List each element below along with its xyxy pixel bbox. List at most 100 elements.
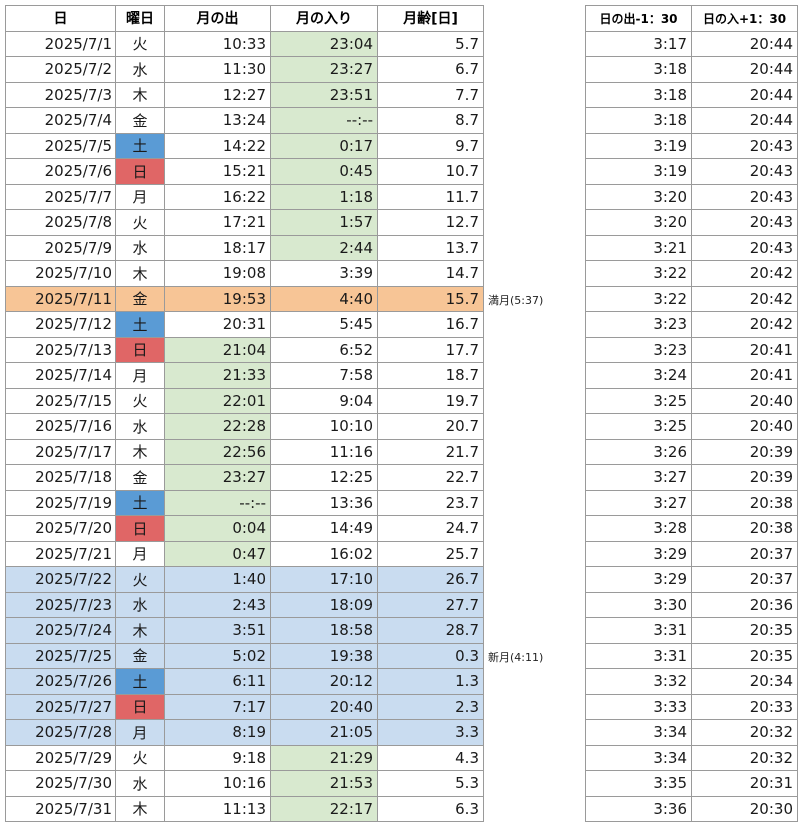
moonset-cell[interactable]: 7:58 xyxy=(270,362,378,389)
moonrise-cell[interactable]: --:-- xyxy=(164,489,271,516)
moonrise-cell[interactable]: 5:02 xyxy=(164,642,271,669)
sunrise-cell[interactable]: 3:27 xyxy=(585,464,692,491)
moonset-cell[interactable]: 18:09 xyxy=(270,591,378,618)
sunrise-cell[interactable]: 3:22 xyxy=(585,285,692,312)
moonset-cell[interactable]: 10:10 xyxy=(270,413,378,440)
moon-age-cell[interactable]: 2.3 xyxy=(377,693,484,720)
moonset-cell[interactable]: 23:51 xyxy=(270,81,378,108)
moonrise-cell[interactable]: 20:31 xyxy=(164,311,271,338)
moonrise-cell[interactable]: 0:04 xyxy=(164,515,271,542)
moonset-cell[interactable]: 11:16 xyxy=(270,438,378,465)
sunrise-cell[interactable]: 3:31 xyxy=(585,617,692,644)
date-cell[interactable]: 2025/7/15 xyxy=(5,387,116,414)
sunset-cell[interactable]: 20:39 xyxy=(691,438,798,465)
moon-age-cell[interactable]: 27.7 xyxy=(377,591,484,618)
sunset-cell[interactable]: 20:44 xyxy=(691,81,798,108)
moonrise-cell[interactable]: 21:33 xyxy=(164,362,271,389)
sunset-cell[interactable]: 20:44 xyxy=(691,56,798,83)
sunset-cell[interactable]: 20:43 xyxy=(691,209,798,236)
moonrise-cell[interactable]: 22:01 xyxy=(164,387,271,414)
sunrise-cell[interactable]: 3:34 xyxy=(585,744,692,771)
sunset-cell[interactable]: 20:36 xyxy=(691,591,798,618)
date-cell[interactable]: 2025/7/23 xyxy=(5,591,116,618)
moon-age-cell[interactable]: 21.7 xyxy=(377,438,484,465)
weekday-cell[interactable]: 木 xyxy=(115,81,165,108)
weekday-cell[interactable]: 月 xyxy=(115,540,165,567)
sunset-cell[interactable]: 20:35 xyxy=(691,617,798,644)
moonset-cell[interactable]: 0:17 xyxy=(270,132,378,159)
sunrise-cell[interactable]: 3:25 xyxy=(585,413,692,440)
date-cell[interactable]: 2025/7/29 xyxy=(5,744,116,771)
weekday-cell[interactable]: 水 xyxy=(115,591,165,618)
moon-age-cell[interactable]: 25.7 xyxy=(377,540,484,567)
sunrise-cell[interactable]: 3:29 xyxy=(585,540,692,567)
weekday-cell[interactable]: 日 xyxy=(115,515,165,542)
date-cell[interactable]: 2025/7/12 xyxy=(5,311,116,338)
date-cell[interactable]: 2025/7/30 xyxy=(5,770,116,797)
sunset-cell[interactable]: 20:37 xyxy=(691,540,798,567)
sunrise-cell[interactable]: 3:30 xyxy=(585,591,692,618)
moonset-cell[interactable]: 22:17 xyxy=(270,795,378,822)
moon-age-cell[interactable]: 6.3 xyxy=(377,795,484,822)
date-cell[interactable]: 2025/7/4 xyxy=(5,107,116,134)
header-moon-age[interactable]: 月齢[日] xyxy=(377,5,484,32)
sunset-cell[interactable]: 20:43 xyxy=(691,158,798,185)
moon-age-cell[interactable]: 22.7 xyxy=(377,464,484,491)
header-moonset[interactable]: 月の入り xyxy=(270,5,378,32)
moonset-cell[interactable]: 3:39 xyxy=(270,260,378,287)
sunrise-cell[interactable]: 3:27 xyxy=(585,489,692,516)
moon-age-cell[interactable]: 15.7 xyxy=(377,285,484,312)
moon-age-cell[interactable]: 11.7 xyxy=(377,183,484,210)
moonrise-cell[interactable]: 19:08 xyxy=(164,260,271,287)
moon-age-cell[interactable]: 1.3 xyxy=(377,668,484,695)
moonrise-cell[interactable]: 11:30 xyxy=(164,56,271,83)
weekday-cell[interactable]: 金 xyxy=(115,285,165,312)
weekday-cell[interactable]: 土 xyxy=(115,668,165,695)
weekday-cell[interactable]: 日 xyxy=(115,693,165,720)
moon-age-cell[interactable]: 20.7 xyxy=(377,413,484,440)
moonset-cell[interactable]: 1:57 xyxy=(270,209,378,236)
date-cell[interactable]: 2025/7/21 xyxy=(5,540,116,567)
sunrise-cell[interactable]: 3:22 xyxy=(585,260,692,287)
sunrise-cell[interactable]: 3:21 xyxy=(585,234,692,261)
sunrise-cell[interactable]: 3:28 xyxy=(585,515,692,542)
moonset-cell[interactable]: 4:40 xyxy=(270,285,378,312)
moon-age-cell[interactable]: 18.7 xyxy=(377,362,484,389)
moonrise-cell[interactable]: 8:19 xyxy=(164,719,271,746)
sunrise-cell[interactable]: 3:23 xyxy=(585,311,692,338)
moon-age-cell[interactable]: 10.7 xyxy=(377,158,484,185)
moonset-cell[interactable]: 18:58 xyxy=(270,617,378,644)
weekday-cell[interactable]: 金 xyxy=(115,642,165,669)
moonset-cell[interactable]: 21:05 xyxy=(270,719,378,746)
weekday-cell[interactable]: 金 xyxy=(115,464,165,491)
sunset-cell[interactable]: 20:40 xyxy=(691,387,798,414)
sunset-cell[interactable]: 20:41 xyxy=(691,362,798,389)
moonrise-cell[interactable]: 7:17 xyxy=(164,693,271,720)
sunset-cell[interactable]: 20:42 xyxy=(691,285,798,312)
date-cell[interactable]: 2025/7/14 xyxy=(5,362,116,389)
moonrise-cell[interactable]: 10:16 xyxy=(164,770,271,797)
sunset-cell[interactable]: 20:38 xyxy=(691,489,798,516)
sunset-cell[interactable]: 20:32 xyxy=(691,719,798,746)
moonrise-cell[interactable]: 12:27 xyxy=(164,81,271,108)
weekday-cell[interactable]: 月 xyxy=(115,362,165,389)
weekday-cell[interactable]: 土 xyxy=(115,489,165,516)
weekday-cell[interactable]: 土 xyxy=(115,132,165,159)
date-cell[interactable]: 2025/7/13 xyxy=(5,336,116,363)
moonset-cell[interactable]: 0:45 xyxy=(270,158,378,185)
moonrise-cell[interactable]: 3:51 xyxy=(164,617,271,644)
sunset-cell[interactable]: 20:32 xyxy=(691,744,798,771)
moon-age-cell[interactable]: 6.7 xyxy=(377,56,484,83)
moonrise-cell[interactable]: 18:17 xyxy=(164,234,271,261)
moonrise-cell[interactable]: 13:24 xyxy=(164,107,271,134)
sunset-cell[interactable]: 20:31 xyxy=(691,770,798,797)
header-dow[interactable]: 曜日 xyxy=(115,5,165,32)
weekday-cell[interactable]: 日 xyxy=(115,336,165,363)
sunrise-cell[interactable]: 3:25 xyxy=(585,387,692,414)
date-cell[interactable]: 2025/7/27 xyxy=(5,693,116,720)
moonrise-cell[interactable]: 15:21 xyxy=(164,158,271,185)
weekday-cell[interactable]: 木 xyxy=(115,260,165,287)
header-sunrise-minus[interactable]: 日の出-1：30 xyxy=(585,5,692,32)
moon-age-cell[interactable]: 14.7 xyxy=(377,260,484,287)
moonset-cell[interactable]: 12:25 xyxy=(270,464,378,491)
